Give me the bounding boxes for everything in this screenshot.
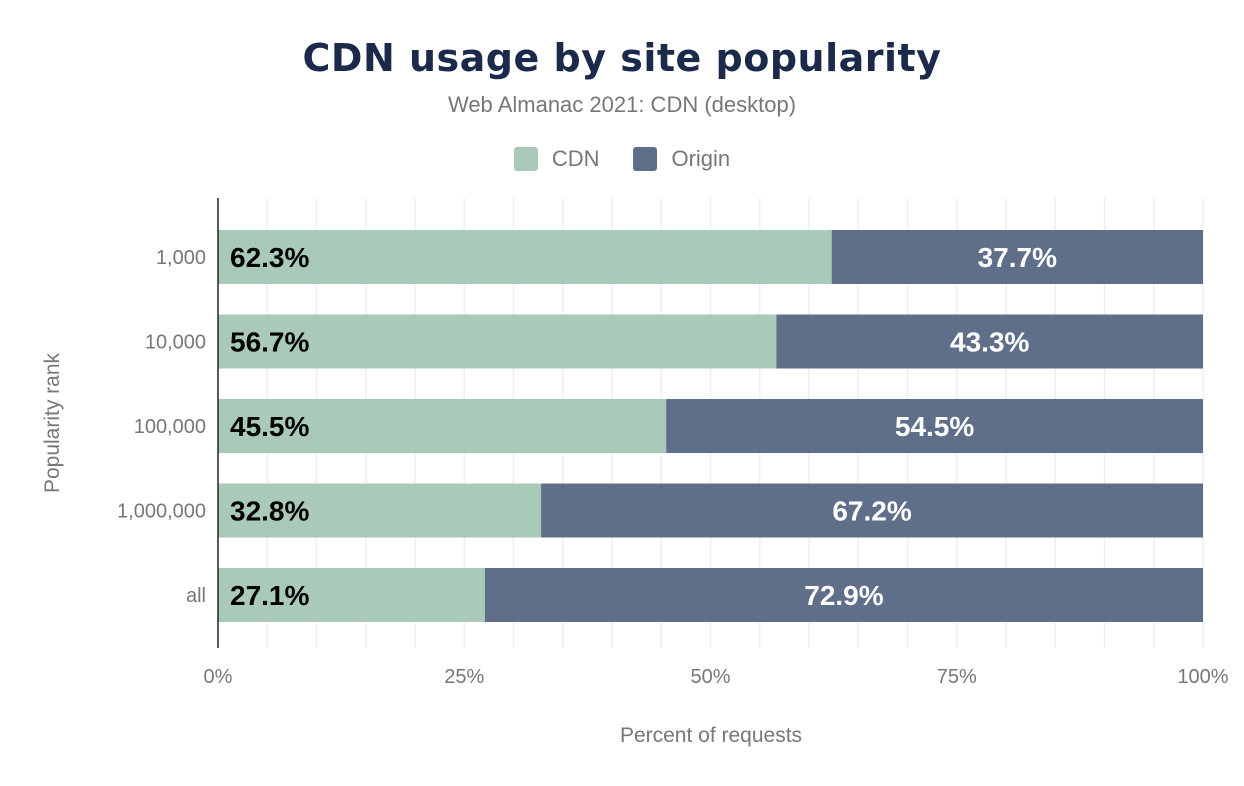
legend-swatch-cdn [513,147,538,171]
data-label: 54.5% [895,411,974,442]
legend-label-origin: Origin [671,146,731,171]
data-label: 56.7% [230,327,309,358]
bar-origin [484,568,1203,622]
data-label: 67.2% [832,496,911,527]
data-label: 27.1% [230,580,309,611]
y-tick-label: 1,000,000 [117,501,206,523]
bar-cdn [218,568,485,622]
bar-origin [541,483,1203,538]
bar-cdn [218,230,832,284]
bar-cdn [218,399,667,453]
y-axis-title: Popularity rank [41,352,64,493]
data-label: 32.8% [230,496,309,527]
x-tick-label: 75% [937,666,977,688]
x-tick-label: 100% [1177,666,1228,688]
x-tick-label: 0% [204,666,233,688]
legend-item-origin[interactable]: Origin [633,146,730,172]
data-label: 45.5% [230,411,309,442]
y-tick-label: 100,000 [134,416,206,438]
x-tick-label: 50% [690,666,730,688]
x-axis-title: Percent of requests [620,724,802,747]
y-tick-label: 10,000 [145,332,206,354]
legend-swatch-origin [633,147,658,171]
bar-origin [776,314,1203,369]
bar-origin [666,399,1203,453]
legend-item-cdn[interactable]: CDN [513,146,600,172]
data-label: 72.9% [804,580,883,611]
bar-cdn [218,483,542,538]
bar-origin [831,230,1203,284]
y-tick-label: 1,000 [156,247,206,269]
data-label: 62.3% [230,242,309,273]
y-tick-label: all [186,585,206,607]
chart-subtitle: Web Almanac 2021: CDN (desktop) [447,92,797,117]
data-label: 37.7% [978,242,1057,273]
x-tick-label: 25% [444,666,484,688]
data-label: 43.3% [950,327,1029,358]
legend: CDN Origin [0,146,1244,172]
legend-label-cdn: CDN [551,146,600,171]
bar-cdn [218,314,777,369]
chart-title: CDN usage by site popularity [302,36,942,80]
